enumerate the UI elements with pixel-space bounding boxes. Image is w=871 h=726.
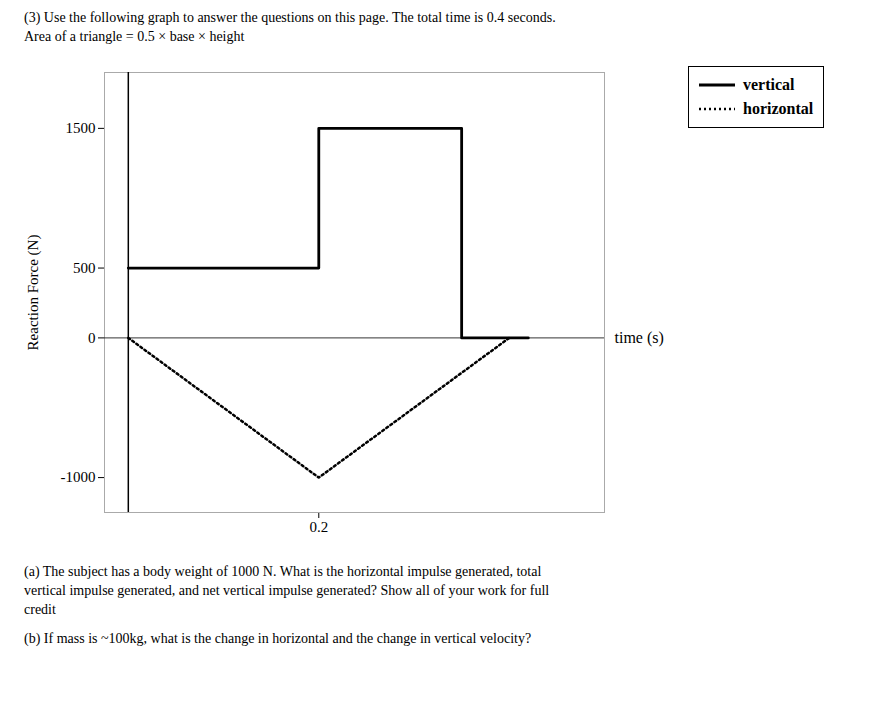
html-text:(b) If mass is ~100kg, what is: (b) If mass is ~100kg, what is the chang…	[24, 631, 532, 646]
html-text:(3) Use the following graph to: (3) Use the following graph to answer th…	[24, 10, 556, 25]
svg-text:1500: 1500	[66, 120, 96, 136]
svg-text:Reaction Force (N): Reaction Force (N)	[25, 235, 42, 351]
svg-text:0: 0	[88, 330, 96, 346]
html-text:horizontal: horizontal	[743, 100, 814, 117]
html-text:(a) The subject has a body wei: (a) The subject has a body weight of 100…	[24, 564, 550, 617]
html-text:Area of a triangle = 0.5 × bas: Area of a triangle = 0.5 × base × height	[24, 29, 245, 44]
svg-text:0.2: 0.2	[309, 519, 328, 535]
html-text:vertical: vertical	[743, 76, 795, 93]
svg-text:500: 500	[73, 260, 96, 276]
svg-text:-1000: -1000	[61, 469, 96, 485]
svg-text:time (s): time (s)	[615, 329, 664, 347]
